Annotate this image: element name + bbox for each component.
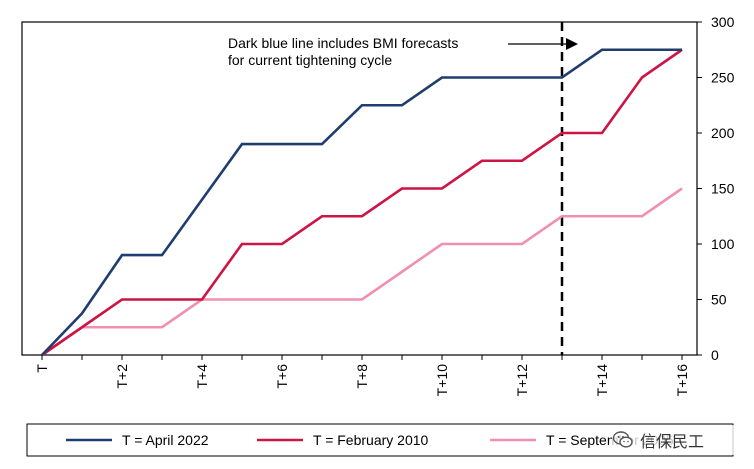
annotation-line-2: for current tightening cycle [228, 52, 392, 68]
x-tick-label: T+10 [434, 364, 450, 397]
series-lines [41, 48, 683, 357]
y-tick-label: 150 [711, 181, 735, 197]
x-tick-label: T+8 [354, 364, 370, 389]
y-tick-label: 250 [711, 70, 735, 86]
x-tick-label: T+6 [274, 364, 290, 389]
axes: 0 50 100 150 200 250 300 T T+2 T+4 T+6 T+8 T+10 T+12 T… [34, 14, 735, 396]
legend-label: T = April 2022 [122, 432, 209, 448]
y-tick-label: 0 [711, 347, 719, 363]
watermark-text: 信保民工 [640, 432, 705, 451]
wechat-icon [612, 431, 633, 448]
plot-frame [21, 21, 698, 356]
annotation-line-1: Dark blue line includes BMI forecasts [228, 35, 458, 51]
annotation: Dark blue line includes BMI forecastsfor… [228, 35, 578, 68]
annotation-arrowhead [566, 38, 578, 50]
y-tick-label: 200 [711, 125, 735, 141]
x-tick-label: T+4 [194, 364, 210, 389]
y-tick-label: 100 [711, 236, 735, 252]
series-line-february-2010 [41, 48, 683, 357]
y-tick-label: 300 [711, 14, 735, 30]
x-tick-label: T+12 [514, 364, 530, 397]
x-tick-label: T [34, 364, 50, 373]
x-tick-label: T+2 [114, 364, 130, 389]
plot-area [21, 21, 698, 356]
watermark: 信保民工 [612, 425, 750, 455]
x-tick-label: T+14 [594, 364, 610, 397]
series-line-september-2005 [41, 187, 683, 357]
y-tick-label: 50 [711, 292, 727, 308]
legend-label: T = February 2010 [313, 432, 429, 448]
x-tick-label: T+16 [674, 364, 690, 397]
series-line-april-2022 [41, 48, 682, 356]
